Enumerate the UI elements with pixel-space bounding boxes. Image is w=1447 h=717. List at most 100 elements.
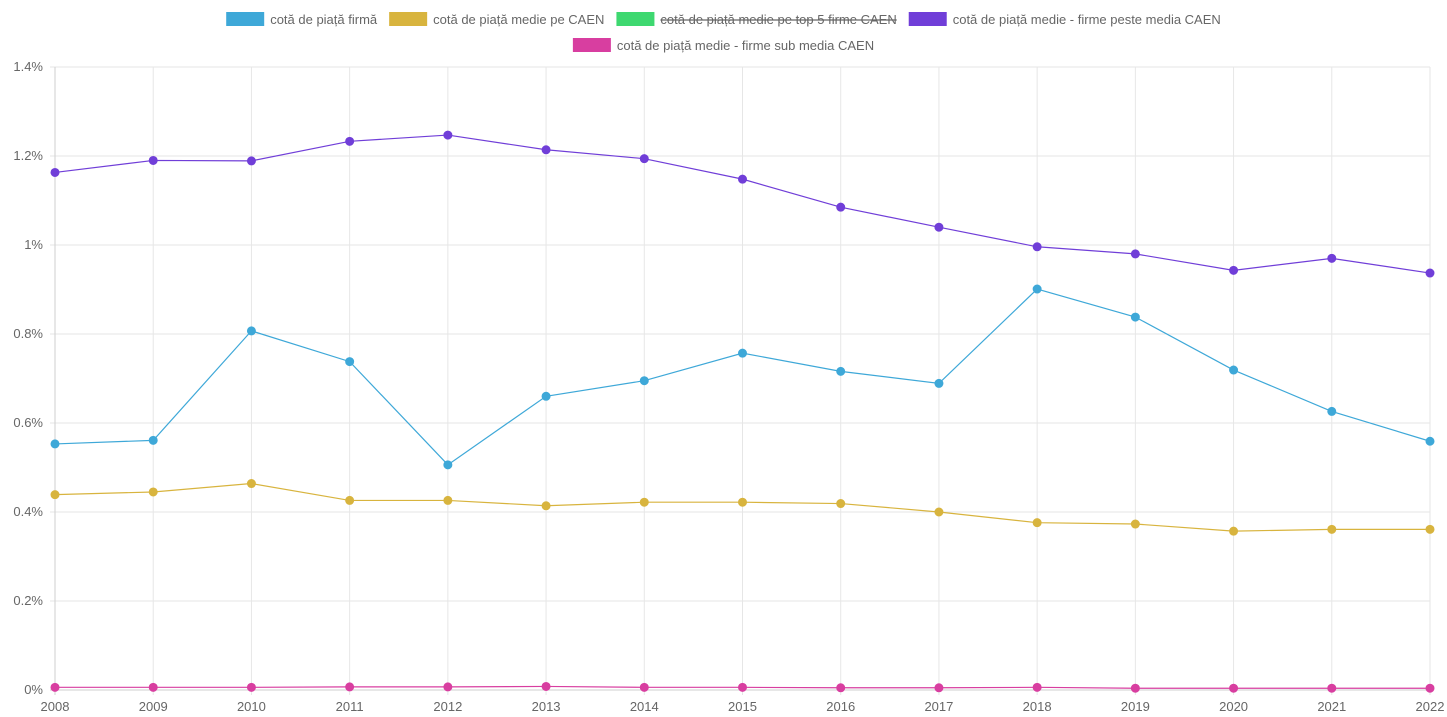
data-point[interactable] xyxy=(1425,268,1435,278)
data-point[interactable] xyxy=(1229,683,1239,693)
x-tick-label: 2009 xyxy=(139,699,168,714)
x-tick-label: 2010 xyxy=(237,699,266,714)
data-point[interactable] xyxy=(50,167,60,177)
legend-label: cotă de piață medie - firme sub media CA… xyxy=(617,38,874,53)
data-point[interactable] xyxy=(1032,682,1042,692)
data-point[interactable] xyxy=(836,202,846,212)
data-point[interactable] xyxy=(50,490,60,500)
data-point[interactable] xyxy=(443,495,453,505)
legend-item[interactable]: cotă de piață medie - firme peste media … xyxy=(908,12,1221,27)
data-point[interactable] xyxy=(1130,312,1140,322)
data-point[interactable] xyxy=(934,378,944,388)
data-point[interactable] xyxy=(639,154,649,164)
y-tick-label: 1.2% xyxy=(13,148,43,163)
data-point[interactable] xyxy=(345,495,355,505)
data-point[interactable] xyxy=(1032,518,1042,528)
data-point[interactable] xyxy=(148,487,158,497)
x-tick-label: 2017 xyxy=(924,699,953,714)
legend-swatch xyxy=(572,38,611,52)
series-lines xyxy=(50,130,1435,693)
data-point[interactable] xyxy=(1130,683,1140,693)
legend-item[interactable]: cotă de piață firmă xyxy=(226,12,378,27)
data-point[interactable] xyxy=(345,682,355,692)
data-point[interactable] xyxy=(836,683,846,693)
legend-item[interactable]: cotă de piață medie - firme sub media CA… xyxy=(572,38,874,53)
data-point[interactable] xyxy=(738,682,747,692)
data-point[interactable] xyxy=(345,136,355,146)
data-point[interactable] xyxy=(1229,265,1239,275)
legend-swatch xyxy=(908,12,947,26)
data-point[interactable] xyxy=(246,326,256,336)
x-tick-label: 2021 xyxy=(1317,699,1346,714)
data-point[interactable] xyxy=(934,222,944,232)
x-tick-label: 2015 xyxy=(728,699,757,714)
x-tick-label: 2018 xyxy=(1023,699,1052,714)
legend-label: cotă de piață medie - firme peste media … xyxy=(953,12,1221,27)
data-point[interactable] xyxy=(639,497,649,507)
data-point[interactable] xyxy=(50,682,60,692)
series-4 xyxy=(50,681,1435,693)
data-point[interactable] xyxy=(246,479,256,489)
data-point[interactable] xyxy=(541,501,551,511)
legend-swatch xyxy=(226,12,265,26)
y-tick-label: 0.4% xyxy=(13,504,43,519)
data-point[interactable] xyxy=(1130,249,1140,259)
x-tick-label: 2022 xyxy=(1416,699,1445,714)
data-point[interactable] xyxy=(443,130,453,140)
data-point[interactable] xyxy=(1327,253,1337,263)
data-point[interactable] xyxy=(541,145,551,155)
data-point[interactable] xyxy=(1327,683,1337,693)
data-point[interactable] xyxy=(1229,365,1239,375)
data-point[interactable] xyxy=(246,682,256,692)
data-point[interactable] xyxy=(836,366,846,376)
data-point[interactable] xyxy=(639,376,649,386)
legend-swatch xyxy=(389,12,428,26)
data-point[interactable] xyxy=(1032,284,1042,294)
x-tick-label: 2011 xyxy=(336,699,364,714)
data-point[interactable] xyxy=(1425,436,1435,446)
data-point[interactable] xyxy=(738,497,747,507)
x-tick-label: 2016 xyxy=(826,699,855,714)
legend: cotă de piață firmă cotă de piață medie p… xyxy=(226,12,1221,53)
legend-item[interactable]: cotă de piață medie pe top 5 firme CAEN xyxy=(616,12,897,27)
data-point[interactable] xyxy=(1032,242,1042,252)
data-point[interactable] xyxy=(1425,683,1435,693)
data-point[interactable] xyxy=(836,499,846,509)
y-tick-label: 0% xyxy=(24,682,43,697)
data-point[interactable] xyxy=(246,156,256,166)
data-point[interactable] xyxy=(148,682,158,692)
data-point[interactable] xyxy=(541,681,551,691)
data-point[interactable] xyxy=(1327,524,1337,534)
data-point[interactable] xyxy=(934,507,944,517)
data-point[interactable] xyxy=(443,460,453,470)
series-1 xyxy=(50,479,1435,536)
legend-swatch xyxy=(616,12,655,26)
data-point[interactable] xyxy=(50,439,60,449)
data-point[interactable] xyxy=(1229,526,1239,536)
data-point[interactable] xyxy=(738,174,747,184)
data-point[interactable] xyxy=(738,348,747,358)
data-point[interactable] xyxy=(148,155,158,165)
data-point[interactable] xyxy=(1425,524,1435,534)
legend-item[interactable]: cotă de piață medie pe CAEN xyxy=(389,12,604,27)
y-tick-label: 0.2% xyxy=(13,593,43,608)
series-0 xyxy=(50,284,1435,470)
data-point[interactable] xyxy=(148,435,158,445)
y-tick-label: 0.8% xyxy=(13,326,43,341)
data-point[interactable] xyxy=(934,683,944,693)
legend-label: cotă de piață medie pe CAEN xyxy=(433,12,604,27)
data-point[interactable] xyxy=(443,682,453,692)
x-tick-label: 2013 xyxy=(532,699,561,714)
data-point[interactable] xyxy=(345,357,355,367)
x-tick-label: 2012 xyxy=(433,699,462,714)
x-tick-label: 2020 xyxy=(1219,699,1248,714)
x-tick-label: 2014 xyxy=(630,699,659,714)
data-point[interactable] xyxy=(639,682,649,692)
grid xyxy=(50,66,1431,695)
y-tick-label: 0.6% xyxy=(13,415,43,430)
data-point[interactable] xyxy=(1130,519,1140,529)
data-point[interactable] xyxy=(1327,406,1337,416)
data-point[interactable] xyxy=(541,391,551,401)
